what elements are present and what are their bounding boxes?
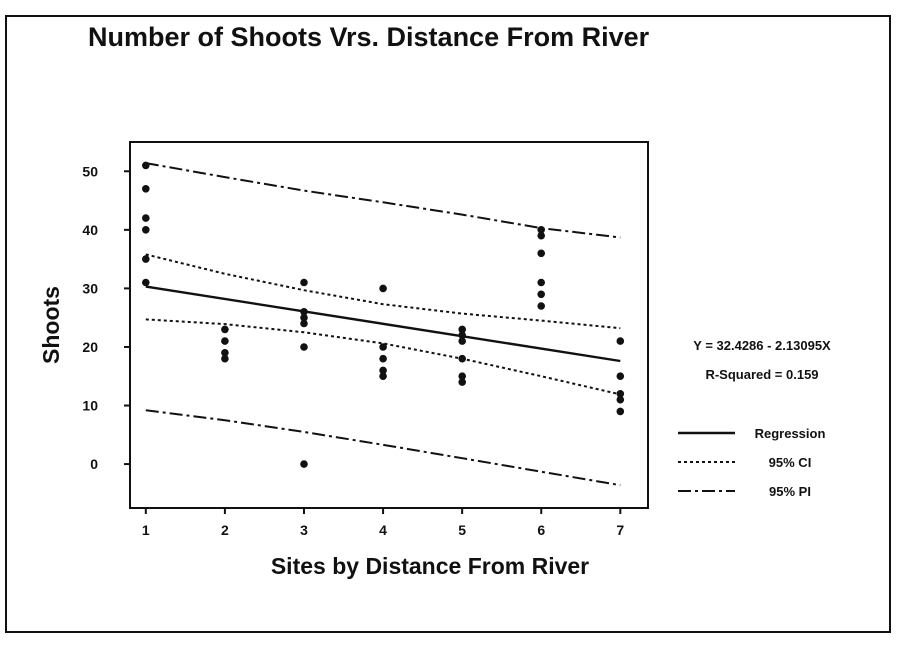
y-tick-label: 40 (82, 222, 98, 238)
data-point (537, 290, 545, 299)
x-tick-label: 4 (379, 522, 387, 538)
data-point (379, 343, 387, 351)
data-point (458, 378, 467, 386)
figure-frame (5, 15, 891, 633)
data-point (300, 308, 308, 316)
data-point (616, 407, 625, 416)
data-point (616, 395, 625, 404)
y-axis-label: Shoots (38, 286, 64, 364)
axis-ticks: 1 2 3 4 5 6 7 0 10 20 30 40 50 (82, 163, 624, 538)
data-point (458, 337, 467, 345)
data-point (616, 390, 625, 398)
x-tick-label: 1 (142, 522, 150, 538)
fit-lines (145, 162, 621, 487)
series-line-95-ci-1 (145, 253, 621, 330)
data-point (458, 372, 467, 381)
data-point (300, 460, 308, 468)
data-point (379, 284, 387, 293)
data-point (379, 354, 387, 363)
data-point (616, 337, 625, 345)
data-point (142, 226, 150, 234)
chart-title: Number of Shoots Vrs. Distance From Rive… (88, 22, 650, 52)
y-tick-label: 10 (82, 398, 98, 414)
data-point (616, 372, 625, 381)
data-points (142, 161, 625, 468)
plot-area (129, 141, 649, 509)
data-point (142, 278, 150, 287)
data-point (537, 249, 545, 258)
regression-equation: Y = 32.4286 - 2.13095X (693, 338, 831, 353)
data-point (221, 337, 229, 345)
x-tick-label: 7 (616, 522, 624, 538)
data-point (537, 278, 545, 287)
data-point (300, 343, 308, 351)
data-point (142, 185, 150, 193)
legend-label: 95% CI (769, 455, 812, 470)
series-line-regression-0 (145, 285, 621, 363)
data-point (458, 331, 467, 340)
series-line-bound-2 (145, 318, 621, 396)
series-line-95-pi-3 (145, 162, 621, 239)
x-tick-label: 6 (537, 522, 545, 538)
data-point (142, 161, 150, 170)
data-point (537, 302, 545, 310)
data-point (300, 313, 308, 322)
y-tick-label: 30 (82, 280, 98, 296)
data-point (300, 319, 308, 328)
y-tick-label: 20 (82, 339, 98, 355)
x-tick-label: 5 (458, 522, 466, 538)
series-line-bound-4 (145, 409, 621, 487)
legend-label: 95% PI (769, 484, 811, 499)
legend: Regression 95% CI 95% PI (678, 426, 825, 499)
data-point (537, 231, 545, 240)
data-point (537, 226, 545, 234)
data-point (221, 349, 229, 357)
data-point (221, 354, 229, 363)
data-point (458, 325, 467, 334)
legend-label: Regression (755, 426, 826, 441)
x-axis-label: Sites by Distance From River (271, 553, 589, 579)
data-point (142, 255, 150, 263)
data-point (300, 278, 308, 287)
data-point (458, 354, 467, 363)
y-tick-label: 0 (90, 456, 98, 472)
data-point (221, 325, 229, 334)
data-point (142, 214, 150, 222)
data-point (379, 372, 387, 381)
y-tick-label: 50 (82, 163, 98, 179)
x-tick-label: 2 (221, 522, 229, 538)
data-point (379, 366, 387, 375)
x-tick-label: 3 (300, 522, 308, 538)
r-squared-label: R-Squared = 0.159 (705, 367, 818, 382)
